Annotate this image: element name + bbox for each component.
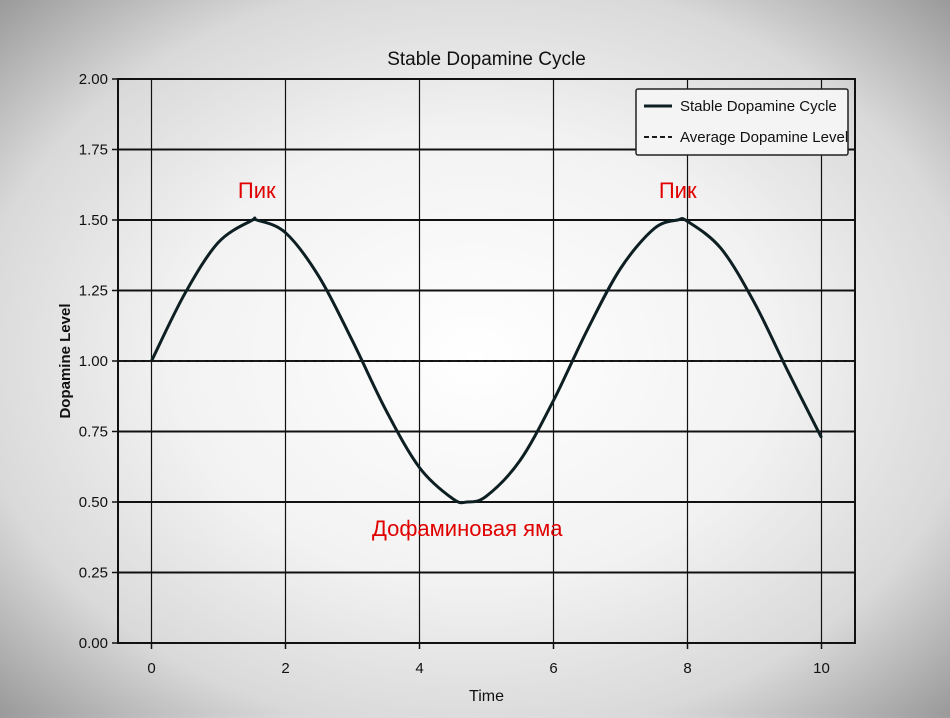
y-tick-label: 1.50 <box>79 212 108 229</box>
x-tick-label: 8 <box>683 660 691 677</box>
annotation-label: Дофаминовая яма <box>372 516 563 541</box>
x-tick-label: 0 <box>147 660 155 677</box>
annotations: Пик Пик Дофаминовая яма <box>238 178 697 541</box>
y-tick-label: 2.00 <box>79 71 108 88</box>
legend-entry: Stable Dopamine Cycle <box>680 98 837 115</box>
y-axis-label: Dopamine Level <box>57 303 74 418</box>
y-tick-label: 0.50 <box>79 494 108 511</box>
annotation-label: Пик <box>238 178 276 203</box>
annotation-label: Пик <box>659 178 697 203</box>
legend-entry: Average Dopamine Level <box>680 129 848 146</box>
series-lines <box>150 216 823 505</box>
x-axis-label: Time <box>469 688 504 705</box>
y-tick-label: 1.25 <box>79 283 108 300</box>
x-tick-label: 4 <box>415 660 423 677</box>
x-tick-label: 10 <box>813 660 830 677</box>
chart-title: Stable Dopamine Cycle <box>387 49 586 70</box>
y-tick-label: 0.00 <box>79 635 108 652</box>
axis-ticks: 0 2 4 6 8 10 0.00 0.25 0.50 0.75 1.00 1.25 1.50 1.75 2… <box>79 71 830 677</box>
dopamine-cycle-line <box>150 216 823 505</box>
y-tick-label: 1.00 <box>79 353 108 370</box>
x-tick-label: 6 <box>549 660 557 677</box>
y-tick-label: 0.75 <box>79 424 108 441</box>
legend-box <box>635 88 849 156</box>
y-tick-label: 1.75 <box>79 142 108 159</box>
legend: Stable Dopamine Cycle Average Dopamine Le… <box>635 88 849 156</box>
x-tick-label: 2 <box>281 660 289 677</box>
y-tick-label: 0.25 <box>79 565 108 582</box>
